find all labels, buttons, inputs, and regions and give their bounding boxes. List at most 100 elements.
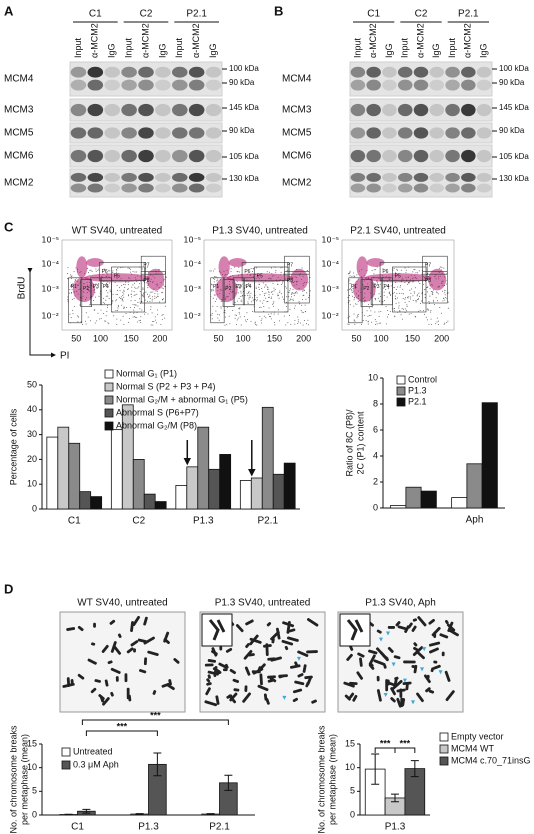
chromosome	[66, 627, 76, 631]
event-dot	[107, 306, 109, 308]
event-dot	[125, 313, 127, 315]
event-dot	[137, 302, 139, 304]
chromosome	[403, 660, 416, 664]
event-dot	[212, 288, 214, 290]
chromosome	[232, 678, 239, 683]
event-dot	[107, 292, 109, 294]
event-dot	[247, 295, 249, 297]
chromosome	[233, 688, 240, 692]
event-dot	[417, 294, 419, 296]
bar	[451, 497, 468, 509]
event-dot	[306, 292, 308, 294]
event-dot	[105, 299, 107, 301]
event-dot	[105, 315, 107, 317]
event-dot	[148, 296, 150, 298]
event-dot	[272, 293, 274, 295]
blot-band	[188, 66, 205, 78]
chromosome	[292, 688, 303, 694]
event-dot	[247, 301, 249, 303]
blot-band	[350, 66, 366, 78]
event-dot	[277, 293, 279, 295]
event-dot	[387, 285, 389, 287]
blot-band	[382, 66, 397, 78]
event-dot	[403, 293, 405, 295]
event-dot	[297, 316, 299, 318]
event-dot	[230, 268, 232, 270]
event-dot	[113, 315, 115, 317]
event-dot	[133, 312, 135, 314]
event-dot	[405, 272, 407, 274]
y-tick-label: 30	[27, 429, 37, 439]
blot-band	[104, 127, 120, 139]
chromosome	[346, 653, 353, 661]
event-dot	[70, 276, 72, 278]
event-dot	[303, 320, 305, 322]
event-dot	[71, 298, 73, 300]
group-label: C2	[415, 9, 428, 20]
chromosome	[265, 697, 270, 705]
event-dot	[293, 295, 295, 297]
event-dot	[246, 293, 248, 295]
event-dot	[393, 286, 395, 288]
bar	[79, 491, 92, 510]
event-dot	[248, 292, 250, 294]
event-dot	[385, 323, 387, 325]
event-dot	[357, 301, 359, 303]
legend-swatch	[439, 732, 449, 742]
density-blob	[76, 256, 88, 278]
bar	[261, 406, 274, 510]
event-dot	[267, 300, 269, 302]
x-tick-label: 200	[152, 333, 167, 343]
chromosome	[445, 690, 455, 702]
x-tick-label: P1.3	[138, 822, 159, 833]
event-dot	[289, 290, 291, 292]
blot-band	[366, 103, 381, 117]
event-dot	[116, 318, 118, 320]
event-dot	[151, 300, 153, 302]
bar	[57, 426, 70, 510]
bar	[219, 454, 232, 510]
event-dot	[95, 268, 97, 270]
event-dot	[348, 324, 350, 326]
event-dot	[375, 269, 377, 271]
blot-band	[70, 66, 87, 78]
y-tick-label: 40	[27, 404, 37, 414]
event-dot	[280, 267, 282, 269]
event-dot	[432, 292, 434, 294]
chromosome	[101, 644, 109, 653]
event-dot	[77, 316, 79, 318]
event-dot	[252, 310, 254, 312]
event-dot	[261, 290, 263, 292]
event-dot	[240, 295, 242, 297]
chromosome	[397, 625, 407, 631]
event-dot	[214, 275, 216, 277]
event-dot	[238, 266, 240, 268]
inset-chromosome	[208, 619, 226, 641]
event-dot	[263, 315, 265, 317]
event-dot	[240, 300, 242, 302]
event-dot	[121, 299, 123, 301]
event-dot	[252, 300, 254, 302]
significance-label: ***	[117, 721, 128, 731]
chromosome	[379, 651, 389, 662]
event-dot	[67, 267, 69, 269]
event-dot	[411, 288, 413, 290]
event-dot	[89, 304, 91, 306]
event-dot	[115, 300, 117, 302]
chromosome	[166, 683, 175, 691]
event-dot	[302, 324, 304, 326]
event-dot	[282, 273, 284, 275]
gate-label: P5	[114, 273, 120, 279]
group-label: C1	[367, 9, 380, 20]
blot-band	[121, 172, 137, 182]
lane-label: α-MCM2	[191, 23, 201, 58]
blot-band	[413, 172, 429, 182]
event-dot	[366, 310, 368, 312]
y-axis-label: No. of chromosome breaks	[8, 725, 18, 834]
event-dot	[123, 307, 125, 309]
event-dot	[70, 284, 72, 286]
event-dot	[153, 321, 155, 323]
chromosome	[124, 673, 128, 683]
event-dot	[263, 299, 265, 301]
